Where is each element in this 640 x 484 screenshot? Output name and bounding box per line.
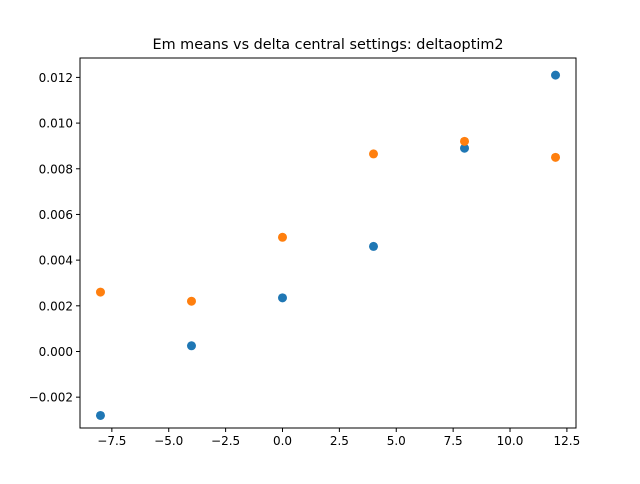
plot-frame — [79, 57, 577, 429]
y-tick-label: 0.010 — [39, 117, 73, 131]
x-tick-label: 0.0 — [273, 434, 292, 448]
y-tick-label: −0.002 — [29, 391, 73, 405]
series-1-point — [369, 241, 379, 251]
series-2-point — [95, 287, 105, 297]
series-1-point — [460, 143, 470, 153]
series-1-point — [95, 410, 105, 420]
series-2-point — [369, 149, 379, 159]
series-2-point — [460, 136, 470, 146]
x-tick-label: 12.5 — [554, 434, 581, 448]
y-axis-ticks: −0.002 0.000 0.002 0.004 0.006 0.008 0.010 0.01… — [29, 71, 80, 405]
y-tick-label: 0.012 — [39, 71, 73, 85]
series-1-point — [277, 293, 287, 303]
y-tick-label: 0.002 — [39, 299, 73, 313]
x-tick-label: −5.0 — [154, 434, 183, 448]
series-2-point — [186, 296, 196, 306]
series-1-point — [186, 341, 196, 351]
y-tick-label: 0.006 — [39, 208, 73, 222]
x-tick-label: −7.5 — [97, 434, 126, 448]
chart-title: Em means vs delta central settings: delt… — [152, 37, 503, 53]
y-tick-label: 0.004 — [39, 254, 73, 268]
y-tick-label: 0.000 — [39, 345, 73, 359]
data-points — [95, 70, 561, 420]
x-tick-label: −2.5 — [211, 434, 240, 448]
series-2-point — [551, 152, 561, 162]
series-2-point — [277, 232, 287, 242]
x-tick-label: 7.5 — [444, 434, 463, 448]
series-1-point — [551, 70, 561, 80]
y-tick-label: 0.008 — [39, 162, 73, 176]
x-tick-label: 10.0 — [497, 434, 524, 448]
x-tick-label: 2.5 — [330, 434, 349, 448]
x-axis-ticks: −7.5 −5.0 −2.5 0.0 2.5 5.0 7.5 10.0 12.5 — [97, 428, 580, 448]
x-tick-label: 5.0 — [387, 434, 406, 448]
